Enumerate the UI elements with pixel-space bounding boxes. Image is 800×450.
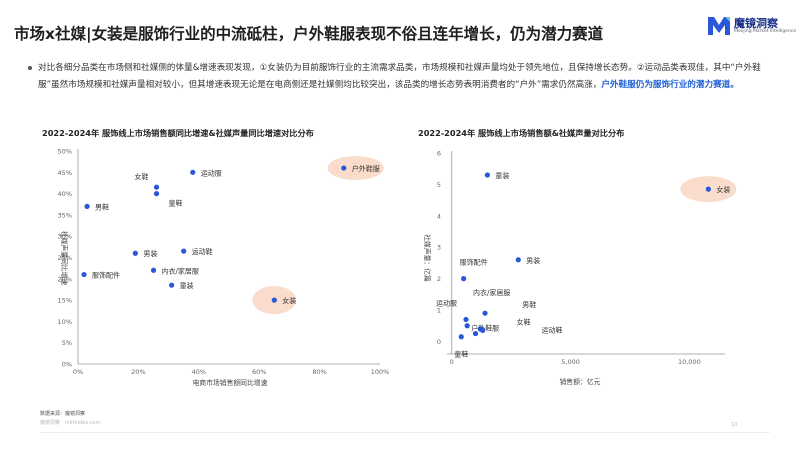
chart2-y-tick-label: 0 (437, 338, 441, 346)
chart2-point-label: 运动服 (436, 298, 457, 307)
chart1-y-tick-label: 40% (58, 190, 72, 198)
chart1-y-axis-label: 社媒声量同比增速 (60, 231, 69, 286)
chart2-y-tick-label: 1 (437, 307, 441, 315)
chart1-x-tick-label: 20% (131, 368, 145, 376)
chart2-point-label: 男鞋 (522, 300, 536, 309)
chart1-point-label: 男鞋 (95, 202, 109, 211)
summary-text: 对比各细分品类在市场侧和社媒侧的体量&增速表现发现，①女装仍为目前服饰行业的主流… (38, 63, 761, 90)
chart1-point (81, 271, 87, 278)
chart2-point-label: 内衣/家居服 (473, 288, 510, 297)
chart1-y-tick-label: 0% (62, 361, 72, 369)
chart1-y-tick-label: 25% (58, 254, 72, 262)
chart1-point (153, 191, 160, 197)
chart2-y-tick-label: 6 (437, 150, 441, 158)
chart1-x-tick-label: 80% (312, 368, 326, 376)
chart1-title: 2022-2024年 服饰线上市场销售额同比增速&社媒声量同比增速对比分布 (42, 128, 314, 138)
chart2-point (484, 172, 490, 178)
data-source: 数据来源：魔镜洞察 (40, 411, 86, 417)
chart2-x-tick-label: 5,000 (561, 358, 580, 366)
chart1-y-tick-label: 5% (62, 339, 72, 347)
chart2-point (464, 323, 470, 329)
chart1-point (153, 184, 160, 190)
chart1-point (190, 169, 196, 175)
chart2-x-tick-label: 0 (450, 358, 454, 366)
chart2-point (482, 310, 488, 316)
page-title: 市场x社媒|女装是服饰行业的中流砥柱，户外鞋服表现不俗且连年增长，仍为潜力赛道 (14, 25, 604, 43)
chart2-y-axis-label: 社媒声量：亿篇 (423, 234, 432, 282)
chart1-x-tick-label: 60% (252, 368, 266, 376)
chart2-point (461, 276, 467, 282)
chart1-point-label: 内衣/家居服 (162, 266, 199, 275)
chart2-title: 2022-2024年 服饰线上市场销售额&社媒声量对比分布 (418, 128, 625, 138)
chart1-point-label: 运动鞋 (192, 247, 213, 256)
chart1-y-tick-label: 35% (58, 211, 72, 219)
chart1-y-tick-label: 50% (58, 148, 72, 156)
chart2-y-tick-label: 2 (437, 275, 441, 283)
chart2-y-tick-label: 4 (437, 212, 441, 220)
chart1-x-tick-label: 0% (73, 368, 83, 376)
chart2-point-label: 女装 (716, 185, 730, 194)
chart2-point (458, 334, 464, 340)
chart1-highlight-bubble (327, 156, 384, 181)
chart2-point (472, 330, 479, 337)
chart1-y-tick-label: 45% (58, 169, 72, 177)
chart1-point (132, 250, 138, 256)
chart2-point-label: 男装 (526, 256, 540, 265)
logo-m-icon (708, 17, 730, 35)
summary-bullet (28, 66, 32, 70)
chart2-point (705, 186, 711, 192)
chart1-point (169, 282, 175, 288)
summary-highlight: 户外鞋服仍为服饰行业的潜力赛道。 (601, 79, 739, 90)
footer-divider (40, 432, 770, 433)
chart2-y-tick-label: 5 (437, 181, 441, 189)
summary-paragraph: 对比各细分品类在市场侧和社媒侧的体量&增速表现发现，①女装仍为目前服饰行业的主流… (38, 60, 778, 93)
chart1-point (341, 165, 347, 171)
chart1-y-tick-label: 30% (58, 233, 72, 241)
chart1-point-label: 服饰配件 (92, 271, 120, 280)
chart1-x-tick-label: 100% (371, 368, 390, 376)
chart1-point (271, 297, 277, 303)
chart1-x-tick-label: 40% (192, 368, 206, 376)
chart1-point (181, 248, 187, 254)
brand-logo: 魔镜洞察 Moojing Market Intelligence (706, 12, 797, 38)
chart2-point (480, 327, 486, 334)
page-number: 10 (731, 422, 738, 428)
chart1-point-label: 童装 (180, 281, 194, 290)
chart2-point-label: 女鞋 (517, 317, 531, 326)
chart2-point-label: 户外鞋服 (471, 324, 499, 333)
logo-subtitle: Moojing Market Intelligence (734, 29, 797, 34)
chart2-y-tick-label: 3 (437, 244, 441, 252)
chart2-point (515, 257, 521, 263)
chart1-point-label: 运动服 (201, 168, 222, 177)
chart1-point-label: 女鞋 (135, 172, 149, 181)
chart2-point (463, 316, 469, 323)
footer-brand: 魔镜洞察 · mktindex.com (40, 420, 101, 426)
chart2-x-tick-label: 10,000 (678, 358, 701, 366)
chart1-point-label: 女装 (282, 296, 296, 305)
chart1-point-label: 男装 (143, 249, 157, 258)
logo-name: 魔镜洞察 (734, 17, 778, 30)
chart1-x-axis-label: 电商市场销售额同比增速 (193, 378, 268, 387)
chart2-point-label: 童鞋 (454, 350, 468, 359)
chart2-x-axis-label: 销售额：亿元 (560, 377, 601, 386)
chart2-point-label: 童装 (495, 171, 509, 180)
chart1-point-label: 户外鞋服 (352, 164, 380, 173)
chart2-point-label: 运动鞋 (542, 326, 563, 335)
chart2-point-label: 服饰配件 (460, 258, 488, 267)
chart1-y-tick-label: 10% (58, 318, 72, 326)
chart1-point (150, 267, 157, 273)
chart1-y-tick-label: 15% (58, 297, 72, 305)
chart1-y-tick-label: 20% (58, 275, 72, 283)
chart1-point (84, 203, 90, 209)
chart1-point-label: 童鞋 (169, 199, 183, 208)
